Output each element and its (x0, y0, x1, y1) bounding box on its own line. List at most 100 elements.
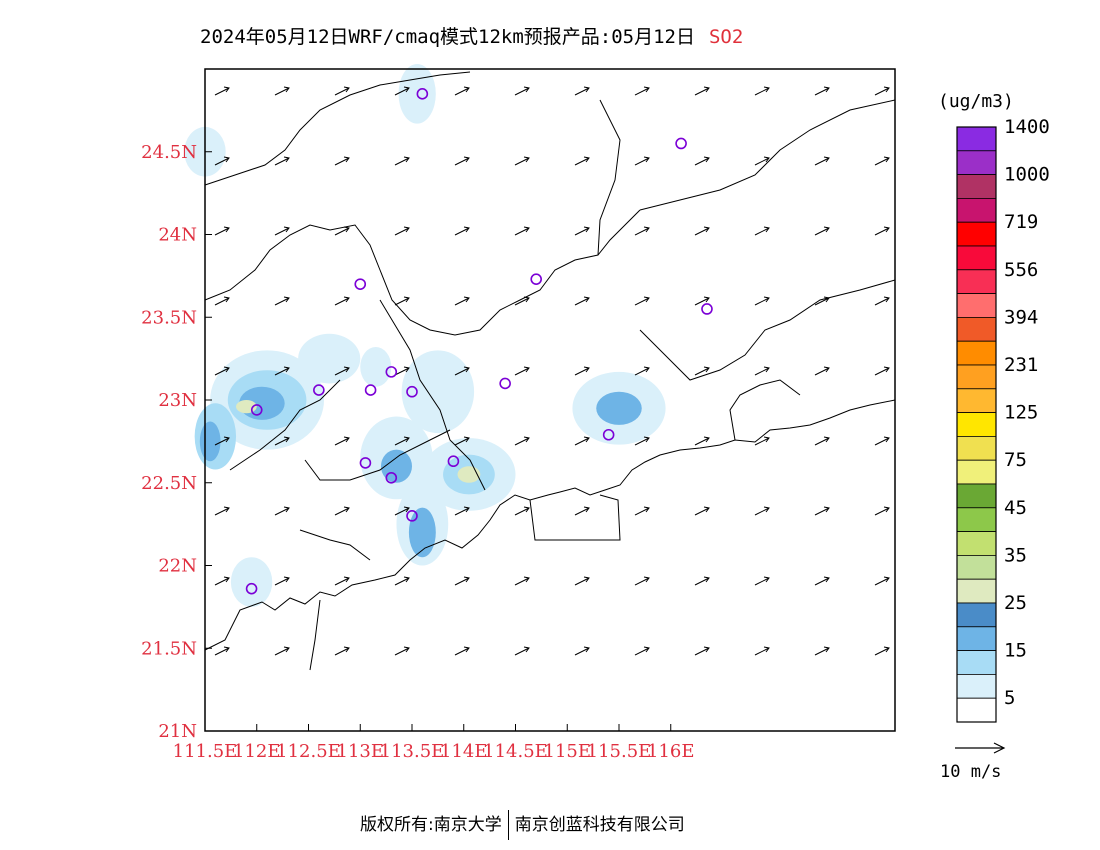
wind-arrow (574, 646, 590, 656)
footer-divider (507, 810, 509, 840)
pollutant-label: SO2 (708, 26, 744, 48)
x-tick-label: 113.5E (380, 741, 445, 762)
boundary-line (639, 99, 896, 211)
wind-arrow (274, 646, 290, 656)
wind-arrow (214, 156, 230, 166)
wind-arrow (694, 506, 710, 516)
colorbar-swatch (956, 674, 997, 699)
wind-arrow (514, 506, 530, 516)
boundary-line (379, 299, 486, 491)
wind-arrow (694, 576, 710, 586)
colorbar-label: 15 (1004, 640, 1027, 662)
boundary-line (639, 279, 896, 381)
wind-vectors (214, 86, 890, 656)
colorbar-swatch (956, 388, 997, 413)
wind-arrow (814, 436, 830, 446)
colorbar-frame (956, 126, 997, 723)
wind-arrow (874, 86, 890, 96)
colorbar-label: 231 (1004, 354, 1038, 376)
copyright-footer: 版权所有:南京大学 南京创蓝科技有限公司 (360, 810, 685, 840)
y-tick-label: 22N (158, 556, 197, 577)
title-text: 2024年05月12日WRF/cmaq模式12km预报产品:05月12日 (200, 26, 695, 48)
wind-arrow (634, 86, 650, 96)
wind-arrow (754, 436, 770, 446)
station-marker (406, 510, 418, 522)
colorbar-swatch (956, 221, 997, 247)
wind-arrow (754, 506, 770, 516)
colorbar-swatch (956, 435, 997, 461)
x-tick-label: 115E (544, 741, 592, 762)
wind-arrow (574, 576, 590, 586)
colorbar-label: 125 (1004, 402, 1038, 424)
station-marker (250, 404, 263, 416)
wind-arrow (634, 156, 650, 166)
wind-arrow (214, 436, 230, 446)
colorbar-swatch (956, 459, 997, 485)
colorbar-swatch (956, 650, 997, 675)
wind-arrow (274, 436, 290, 446)
boundary-line (304, 429, 451, 481)
colorbar-unit: (ug/m3) (938, 91, 1014, 112)
wind-arrow (514, 296, 530, 306)
wind-arrow (634, 506, 650, 516)
wind-arrow (814, 506, 830, 516)
wind-arrow (454, 296, 470, 306)
wind-reference-arrow (955, 742, 1006, 754)
boundary-line (204, 399, 896, 651)
wind-arrow (454, 576, 470, 586)
wind-arrow (214, 506, 230, 516)
wind-arrow (754, 226, 770, 236)
station-marker (416, 88, 429, 100)
wind-arrow (334, 86, 350, 96)
wind-arrow (694, 156, 710, 166)
x-tick-label: 114.5E (483, 741, 548, 762)
y-tick-label: 21.5N (141, 638, 197, 659)
colorbar-swatch (956, 126, 997, 152)
x-axis-ticks: 111.5E112E112.5E113E113.5E114E114.5E115E… (173, 724, 695, 762)
wind-arrow (634, 296, 650, 306)
colorbar-label: 1000 (1004, 164, 1050, 186)
boundary-line (729, 379, 801, 441)
coastline-and-boundaries (204, 71, 896, 671)
wind-arrow (634, 646, 650, 656)
concentration-field (184, 64, 666, 607)
wind-arrow (274, 86, 290, 96)
colorbar-swatch (956, 412, 997, 437)
wind-arrow (394, 576, 410, 586)
colorbar-swatch (956, 483, 997, 509)
colorbar-label: 394 (1004, 306, 1038, 328)
wind-arrow (394, 296, 410, 306)
wind-arrow (874, 576, 890, 586)
colorbar-swatch (956, 531, 997, 556)
concentration-contour (596, 391, 642, 425)
wind-arrow (454, 86, 470, 96)
colorbar-swatch (956, 602, 997, 628)
concentration-contour (199, 421, 221, 462)
wind-arrow (394, 366, 410, 376)
station-marker (359, 457, 372, 469)
wind-arrow (754, 366, 770, 376)
colorbar-label: 45 (1004, 497, 1027, 519)
boundary-line (529, 494, 621, 541)
wind-arrow (274, 226, 290, 236)
colorbar-swatch (956, 340, 997, 366)
colorbar-swatch (956, 316, 997, 342)
wind-arrow (514, 646, 530, 656)
wind-arrow (514, 576, 530, 586)
station-marker (245, 582, 258, 595)
wind-arrow (454, 366, 470, 376)
colorbar-swatch (956, 197, 997, 223)
x-tick-label: 111.5E (173, 741, 238, 762)
wind-arrow (274, 506, 290, 516)
y-tick-label: 23.5N (141, 307, 197, 328)
wind-arrow (334, 646, 350, 656)
colorbar-label: 719 (1004, 211, 1038, 233)
wind-arrow (814, 366, 830, 376)
wind-arrow (694, 296, 710, 306)
wind-reference-label: 10 m/s (940, 762, 1002, 782)
wind-arrow (334, 506, 350, 516)
y-tick-label: 23N (158, 390, 197, 411)
wind-arrow (454, 506, 470, 516)
concentration-contour (360, 347, 392, 387)
x-tick-label: 114E (440, 741, 488, 762)
